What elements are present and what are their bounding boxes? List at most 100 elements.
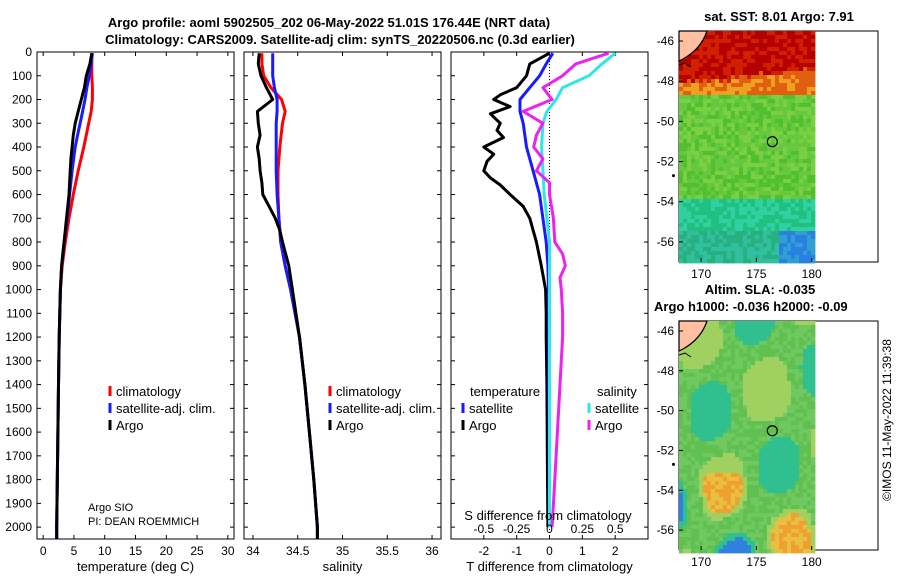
map-cell xyxy=(799,255,804,260)
map-cell xyxy=(679,171,684,176)
map-cell xyxy=(683,457,688,462)
map-cell xyxy=(763,409,768,414)
map-cell xyxy=(703,437,708,442)
map-cell xyxy=(699,377,704,382)
map-cell xyxy=(791,115,796,120)
map-cell xyxy=(787,349,792,354)
map-cell xyxy=(767,191,772,196)
map-cell xyxy=(695,429,700,434)
map-cell xyxy=(775,457,780,462)
map-cell xyxy=(715,541,720,546)
map-cell xyxy=(707,51,712,56)
map-cell xyxy=(735,465,740,470)
map-cell xyxy=(767,489,772,494)
map-cell xyxy=(763,211,768,216)
map-cell xyxy=(703,477,708,482)
map-cell xyxy=(759,421,764,426)
map-cell xyxy=(719,401,724,406)
map-cell xyxy=(719,211,724,216)
map-cell xyxy=(775,477,780,482)
map-cell xyxy=(743,373,748,378)
map-cell xyxy=(703,449,708,454)
map-cell xyxy=(811,99,816,104)
map-cell xyxy=(795,183,800,188)
map-cell xyxy=(807,35,812,40)
map-cell xyxy=(783,337,788,342)
map-cell xyxy=(771,207,776,212)
map-cell xyxy=(791,513,796,518)
map-cell xyxy=(783,195,788,200)
map-cell xyxy=(711,95,716,100)
map-cell xyxy=(727,207,732,212)
map-cell xyxy=(747,239,752,244)
map-cell xyxy=(715,251,720,256)
map-cell xyxy=(695,135,700,140)
x-tick-label: 15 xyxy=(129,544,143,558)
map-cell xyxy=(711,421,716,426)
map-cell xyxy=(735,67,740,72)
map-cell xyxy=(735,71,740,76)
map-cell xyxy=(771,67,776,72)
map-cell xyxy=(703,39,708,44)
map-cell xyxy=(695,533,700,538)
map-cell xyxy=(803,413,808,418)
map-cell xyxy=(695,255,700,260)
map-cell xyxy=(787,489,792,494)
map-cell xyxy=(783,219,788,224)
map-cell xyxy=(807,103,812,108)
map-cell xyxy=(739,409,744,414)
map-cell xyxy=(711,417,716,422)
map-cell xyxy=(679,255,684,260)
map-cell xyxy=(811,541,816,546)
map-cell xyxy=(731,541,736,546)
map-cell xyxy=(763,341,768,346)
map-cell xyxy=(771,397,776,402)
map-cell xyxy=(703,369,708,374)
map-cell xyxy=(811,509,816,514)
map-cell xyxy=(731,67,736,72)
map-cell xyxy=(811,489,816,494)
map-cell xyxy=(743,211,748,216)
map-cell xyxy=(731,139,736,144)
map-cell xyxy=(715,223,720,228)
map-cell xyxy=(795,433,800,438)
map-cell xyxy=(679,187,684,192)
map-cell xyxy=(743,501,748,506)
map-cell xyxy=(723,413,728,418)
map-cell xyxy=(687,349,692,354)
map-cell xyxy=(763,509,768,514)
map-cell xyxy=(807,51,812,56)
map-cell xyxy=(679,477,684,482)
map-cell xyxy=(787,259,792,264)
map-cell xyxy=(735,151,740,156)
map-cell xyxy=(687,199,692,204)
map-cell xyxy=(707,521,712,526)
map-cell xyxy=(723,505,728,510)
map-cell xyxy=(747,151,752,156)
map-cell xyxy=(731,461,736,466)
map-cell xyxy=(767,465,772,470)
map-cell xyxy=(755,227,760,232)
map-cell xyxy=(771,195,776,200)
map-cell xyxy=(747,247,752,252)
map-cell xyxy=(767,199,772,204)
island-dot xyxy=(671,462,675,466)
map-cell xyxy=(763,321,768,326)
map-cell xyxy=(795,505,800,510)
map-cell xyxy=(775,353,780,358)
map-cell xyxy=(687,389,692,394)
map-cell xyxy=(735,437,740,442)
x-tick-label: 35.5 xyxy=(376,544,400,558)
map-cell xyxy=(695,405,700,410)
map-cell xyxy=(779,179,784,184)
map-cell xyxy=(779,99,784,104)
map-cell xyxy=(731,445,736,450)
map-cell xyxy=(727,119,732,124)
map-cell xyxy=(783,207,788,212)
map-cell xyxy=(755,167,760,172)
map-cell xyxy=(799,231,804,236)
map-cell xyxy=(683,227,688,232)
map-cell xyxy=(759,55,764,60)
map-cell xyxy=(767,481,772,486)
map-cell xyxy=(683,377,688,382)
